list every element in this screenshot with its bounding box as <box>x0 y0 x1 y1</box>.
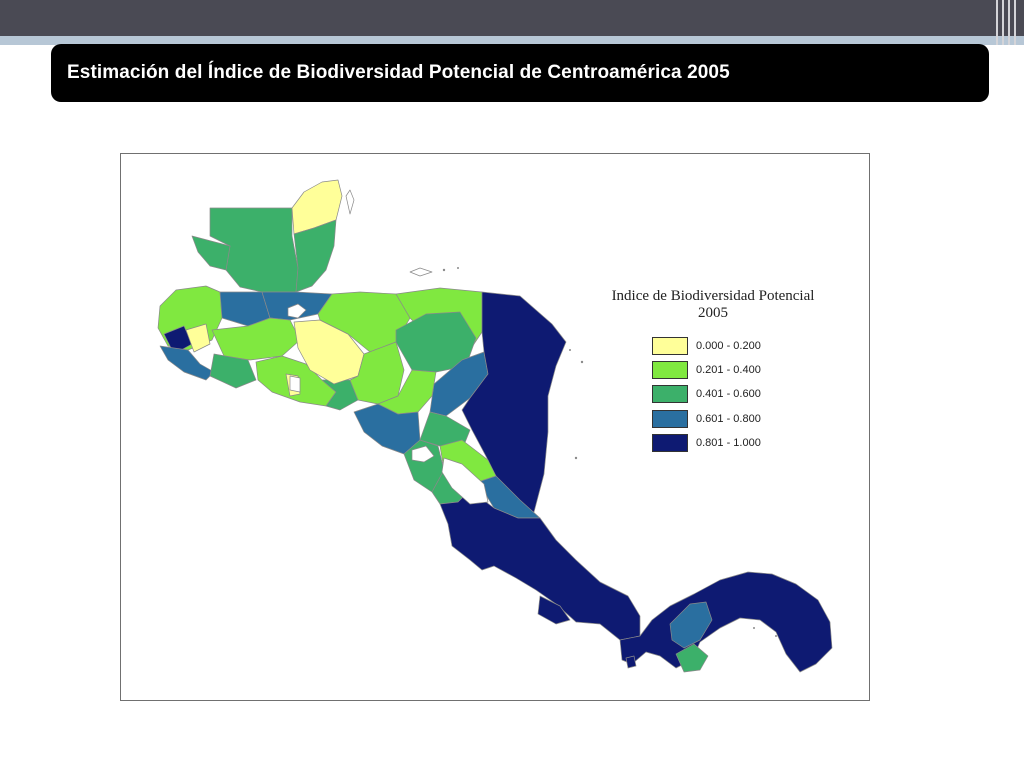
region-panama <box>619 571 833 673</box>
islet-7 <box>753 627 755 629</box>
lake-peten-itza <box>287 303 307 319</box>
islet-5 <box>457 267 459 269</box>
region-guatemala-central <box>211 317 301 361</box>
region-costa-rica <box>439 489 641 641</box>
legend-label: 0.201 - 0.400 <box>696 364 761 376</box>
region-panama-blue <box>669 601 713 649</box>
legend-item: 0.000 - 0.200 <box>652 337 761 355</box>
legend-swatch <box>652 434 688 452</box>
legend-swatch <box>652 361 688 379</box>
top-decorative-band <box>0 36 1024 45</box>
legend-title-line1: Indice de Biodiversidad Potencial <box>611 288 815 304</box>
legend-title: Indice de Biodiversidad Potencial 2005 <box>588 288 838 322</box>
legend-swatch <box>652 337 688 355</box>
legend-label: 0.401 - 0.600 <box>696 388 761 400</box>
legend-label: 0.801 - 1.000 <box>696 437 761 449</box>
top-decorative-bar <box>0 0 1024 36</box>
legend-item: 0.601 - 0.800 <box>652 410 761 428</box>
legend-title-line2: 2005 <box>698 305 728 321</box>
region-guatemala-coast-b <box>209 353 257 389</box>
lake-nicaragua <box>441 457 489 505</box>
islands-bay <box>409 267 433 277</box>
lake-guatemala-south <box>289 375 301 393</box>
legend-label: 0.601 - 0.800 <box>696 413 761 425</box>
islet-2 <box>580 360 584 364</box>
legend-label: 0.000 - 0.200 <box>696 340 761 352</box>
slide-title: Estimación del Índice de Biodiversidad P… <box>67 62 730 83</box>
islet-3 <box>569 349 571 351</box>
legend-item: 0.801 - 1.000 <box>652 434 761 452</box>
region-guatemala-south-yellow <box>185 323 211 353</box>
region-guatemala-coast-a <box>159 345 215 381</box>
island-coiba <box>625 655 637 669</box>
legend-swatch <box>652 410 688 428</box>
islands-belize-cays <box>345 189 355 215</box>
islet-6 <box>775 635 777 637</box>
corner-decoration <box>996 0 1018 45</box>
region-costa-rica-peninsula <box>537 595 571 625</box>
slide-title-box: Estimación del Índice de Biodiversidad P… <box>51 44 989 102</box>
region-panama-green <box>675 643 709 673</box>
region-belize-south <box>293 219 337 293</box>
region-guatemala-north <box>191 235 231 271</box>
islet-4 <box>442 268 446 272</box>
legend-item: 0.201 - 0.400 <box>652 361 761 379</box>
legend-item: 0.401 - 0.600 <box>652 385 761 403</box>
lake-managua <box>411 445 435 463</box>
islet-1 <box>574 456 578 460</box>
legend-swatch <box>652 385 688 403</box>
